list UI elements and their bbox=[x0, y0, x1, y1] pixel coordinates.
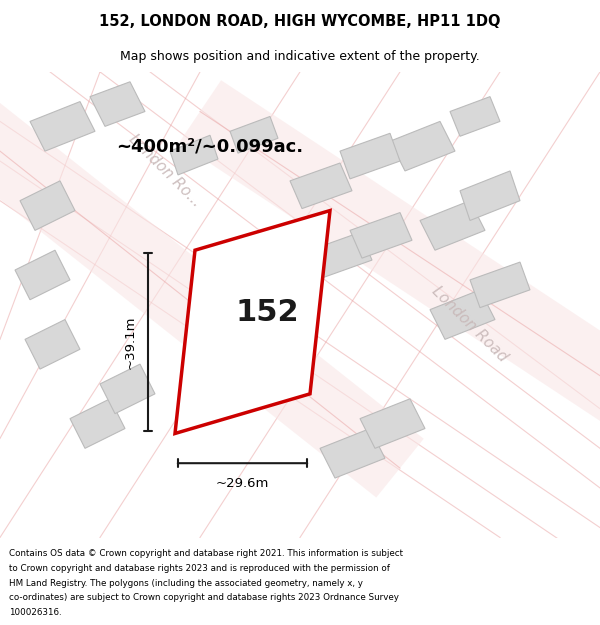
Text: ~400m²/~0.099ac.: ~400m²/~0.099ac. bbox=[116, 137, 304, 155]
Polygon shape bbox=[360, 399, 425, 448]
Polygon shape bbox=[470, 262, 530, 308]
Polygon shape bbox=[170, 135, 218, 175]
Text: London Road: London Road bbox=[430, 284, 511, 365]
Polygon shape bbox=[310, 232, 372, 278]
Text: ~29.6m: ~29.6m bbox=[216, 476, 269, 489]
Polygon shape bbox=[230, 116, 278, 153]
Polygon shape bbox=[20, 181, 75, 231]
Text: to Crown copyright and database rights 2023 and is reproduced with the permissio: to Crown copyright and database rights 2… bbox=[9, 564, 390, 573]
Text: Map shows position and indicative extent of the property.: Map shows position and indicative extent… bbox=[120, 50, 480, 62]
Text: co-ordinates) are subject to Crown copyright and database rights 2023 Ordnance S: co-ordinates) are subject to Crown copyr… bbox=[9, 593, 399, 602]
Polygon shape bbox=[175, 211, 330, 434]
Polygon shape bbox=[0, 82, 424, 498]
Polygon shape bbox=[340, 133, 400, 179]
Text: Contains OS data © Crown copyright and database right 2021. This information is : Contains OS data © Crown copyright and d… bbox=[9, 549, 403, 558]
Text: HM Land Registry. The polygons (including the associated geometry, namely x, y: HM Land Registry. The polygons (includin… bbox=[9, 579, 363, 587]
Polygon shape bbox=[30, 102, 95, 151]
Polygon shape bbox=[390, 121, 455, 171]
Polygon shape bbox=[350, 213, 412, 258]
Polygon shape bbox=[179, 80, 600, 440]
Polygon shape bbox=[90, 82, 145, 126]
Polygon shape bbox=[460, 171, 520, 221]
Polygon shape bbox=[450, 97, 500, 136]
Text: ~39.1m: ~39.1m bbox=[124, 315, 137, 369]
Polygon shape bbox=[15, 250, 70, 300]
Polygon shape bbox=[420, 201, 485, 250]
Polygon shape bbox=[430, 290, 495, 339]
Polygon shape bbox=[290, 163, 352, 209]
Polygon shape bbox=[70, 399, 125, 448]
Polygon shape bbox=[320, 429, 385, 478]
Polygon shape bbox=[100, 364, 155, 414]
Polygon shape bbox=[25, 319, 80, 369]
Polygon shape bbox=[0, 82, 424, 498]
Text: 152: 152 bbox=[236, 298, 299, 327]
Text: London Ro...: London Ro... bbox=[126, 132, 204, 210]
Text: 152, LONDON ROAD, HIGH WYCOMBE, HP11 1DQ: 152, LONDON ROAD, HIGH WYCOMBE, HP11 1DQ bbox=[99, 14, 501, 29]
Polygon shape bbox=[179, 80, 600, 440]
Text: 100026316.: 100026316. bbox=[9, 608, 62, 617]
